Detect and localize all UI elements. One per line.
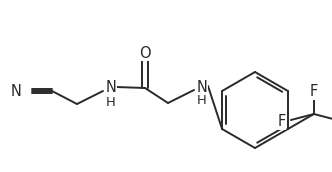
Text: F: F (278, 115, 286, 130)
Text: N: N (197, 79, 208, 94)
Text: F: F (310, 84, 318, 99)
Text: N: N (11, 83, 22, 99)
Text: H: H (197, 94, 207, 108)
Text: O: O (139, 46, 151, 61)
Text: N: N (106, 80, 117, 95)
Text: H: H (106, 95, 116, 109)
